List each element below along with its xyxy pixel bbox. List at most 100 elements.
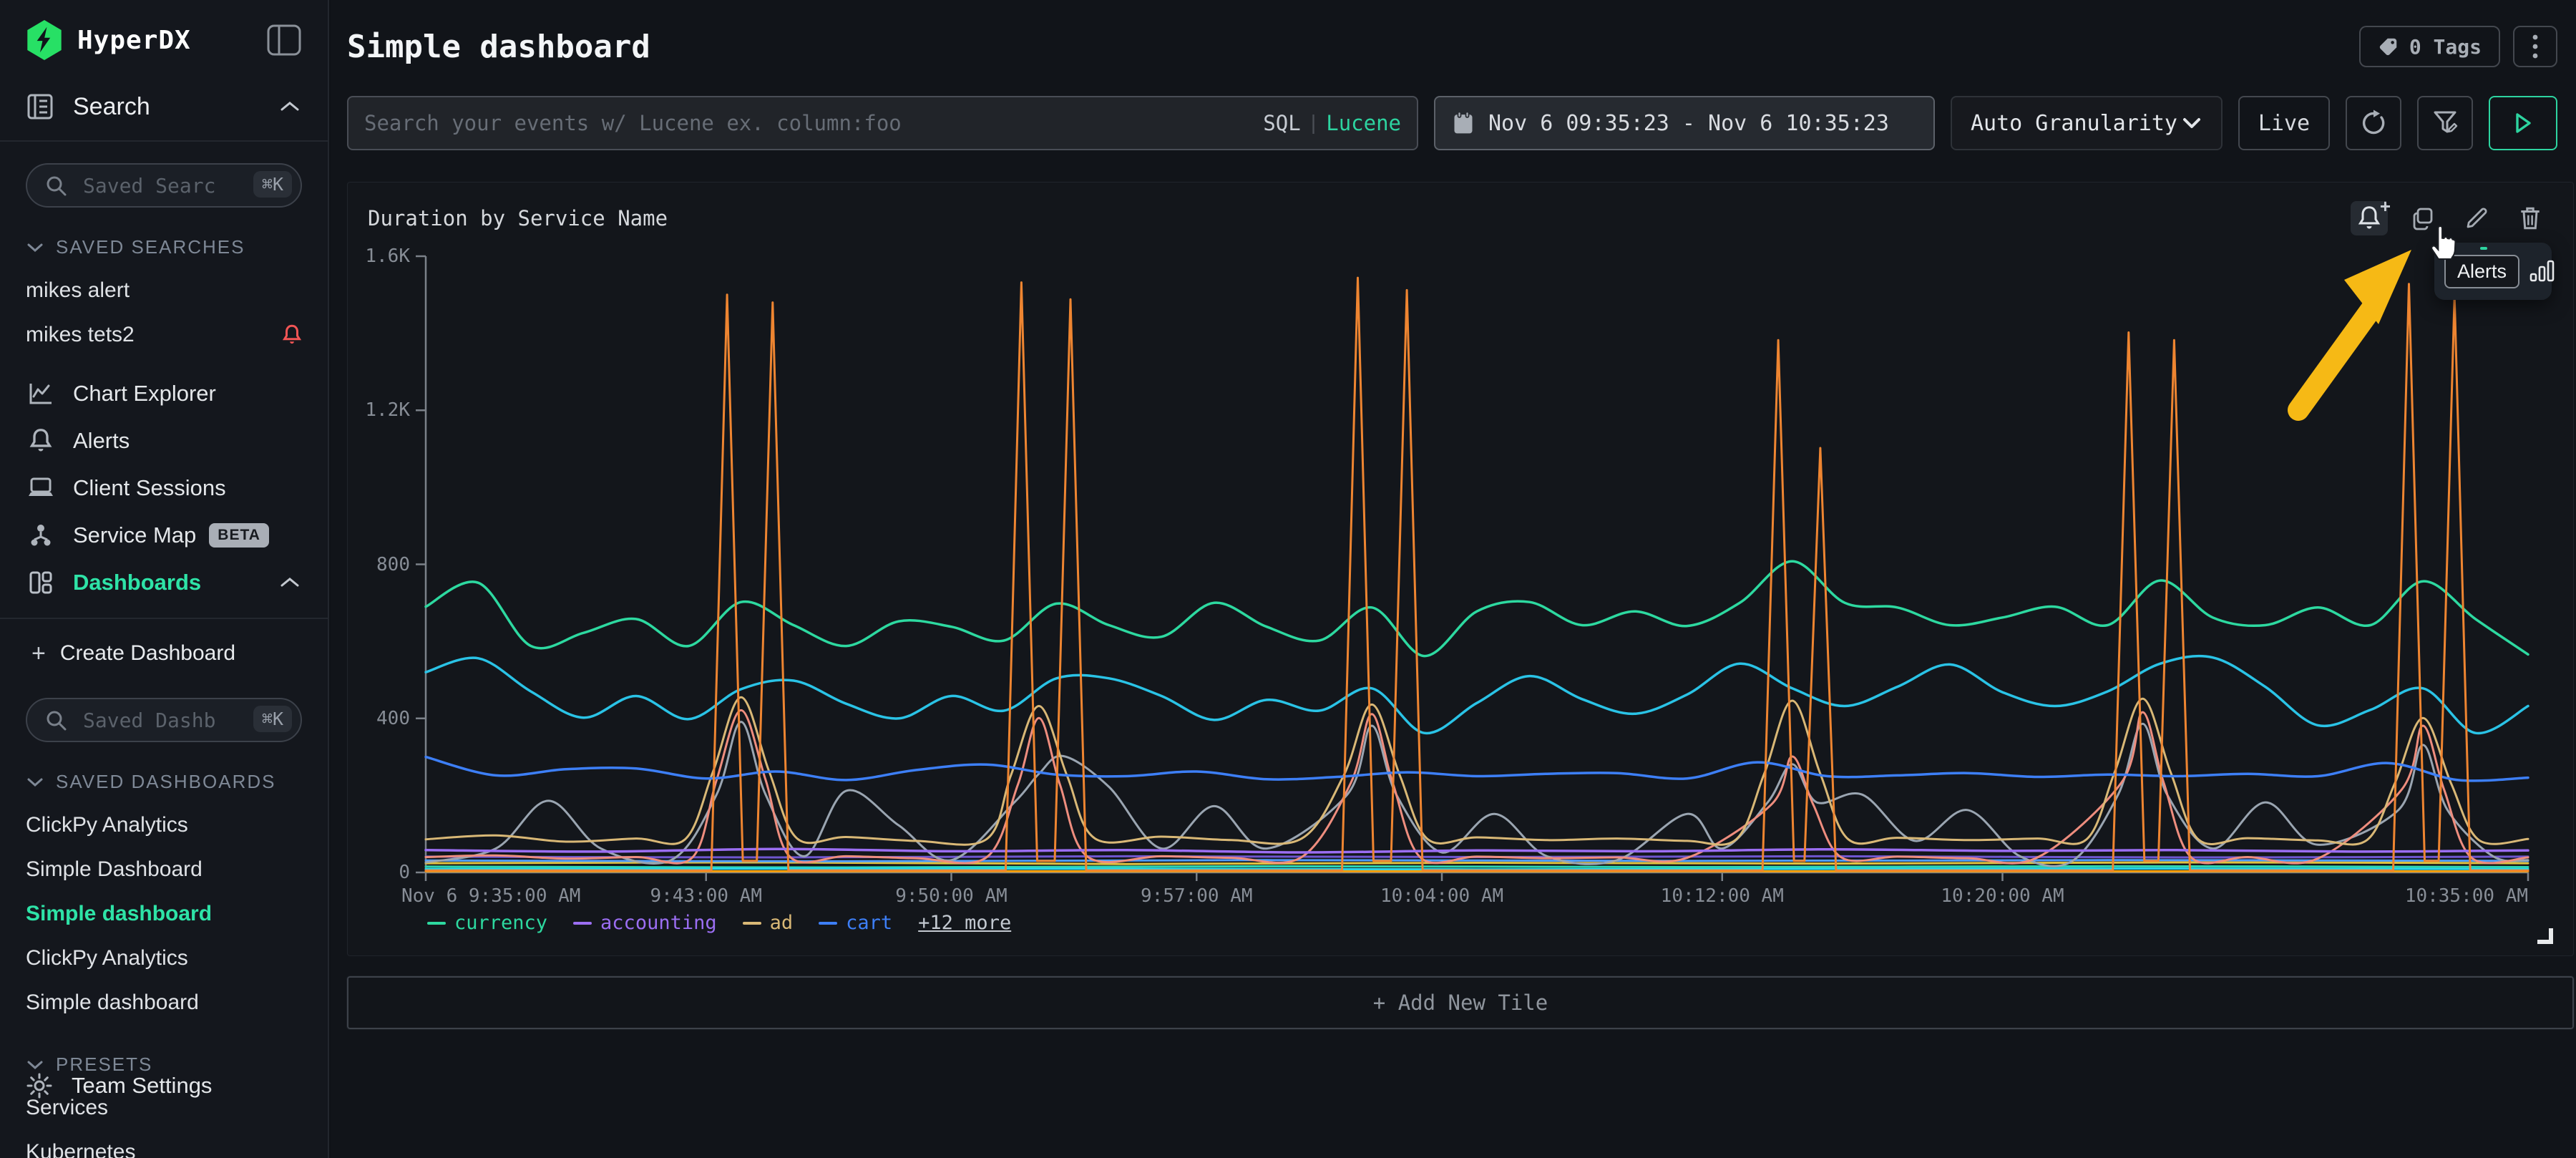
search-icon	[44, 174, 69, 198]
bell-plus-icon	[2358, 206, 2381, 229]
sidebar: HyperDX Search ⌘K SAVED SEARCHES mikes a…	[0, 0, 329, 1158]
x-axis-tick-label: 10:04:00 AM	[1380, 885, 1504, 907]
y-axis-tick-label: 400	[376, 707, 410, 729]
list-item-dashboard[interactable]: ClickPy Analytics	[26, 813, 188, 837]
tile-resize-handle[interactable]	[2537, 928, 2553, 944]
dashboards-grid-icon	[26, 570, 56, 595]
legend-label: accounting	[600, 912, 717, 934]
refresh-icon	[2360, 110, 2387, 137]
x-axis-tick-label: 10:20:00 AM	[1941, 885, 2064, 907]
legend-item[interactable]: ad	[742, 912, 794, 934]
x-axis-tick-label: 9:50:00 AM	[895, 885, 1008, 907]
legend-label: ad	[769, 912, 794, 934]
sidebar-item-chart-explorer[interactable]: Chart Explorer	[0, 370, 328, 417]
calendar-icon	[1453, 111, 1474, 135]
x-axis-tick-label: 9:57:00 AM	[1140, 885, 1253, 907]
tag-icon	[2378, 36, 2399, 57]
sidebar-item-client-sessions[interactable]: Client Sessions	[0, 464, 328, 512]
run-query-button[interactable]	[2489, 96, 2557, 150]
legend-swatch	[819, 921, 838, 925]
list-item-preset[interactable]: Kubernetes	[26, 1140, 136, 1158]
saved-dashboards-section[interactable]: SAVED DASHBOARDS	[0, 771, 328, 793]
y-axis-tick-label: 1.2K	[365, 399, 410, 422]
filter-button[interactable]	[2417, 96, 2473, 150]
sidebar-item-alerts[interactable]: Alerts	[0, 417, 328, 464]
tile-edit-button[interactable]	[2458, 201, 2495, 235]
presets-section[interactable]: PRESETS	[0, 1054, 328, 1076]
shortcut-badge: ⌘K	[253, 171, 292, 198]
legend-swatch	[573, 921, 592, 925]
play-icon	[2513, 112, 2533, 135]
list-item-saved-search[interactable]: mikes tets2	[0, 313, 328, 357]
sidebar-collapse-icon[interactable]	[266, 24, 302, 57]
tags-button[interactable]: 0 Tags	[2358, 26, 2500, 67]
event-search-input[interactable]	[364, 111, 1264, 135]
create-dashboard-button[interactable]: + Create Dashboard	[31, 639, 236, 667]
x-axis-tick-label: 10:12:00 AM	[1660, 885, 1784, 907]
x-axis-tick-label: Nov 6 9:35:00 AM	[401, 885, 581, 907]
shortcut-badge: ⌘K	[253, 706, 292, 732]
chevron-up-icon[interactable]	[278, 99, 302, 114]
list-item-dashboard-active[interactable]: Simple dashboard	[26, 902, 213, 925]
x-axis-tick-label: 10:35:00 AM	[2404, 885, 2528, 907]
chart-line-icon	[26, 381, 56, 407]
sidebar-item-dashboards[interactable]: Dashboards	[0, 559, 328, 606]
lucene-toggle[interactable]: Lucene	[1326, 111, 1401, 135]
copy-icon	[2413, 208, 2433, 230]
tile-delete-button[interactable]	[2512, 201, 2549, 235]
add-new-tile-button[interactable]: + Add New Tile	[346, 975, 2575, 1030]
sql-toggle[interactable]: SQL	[1263, 111, 1301, 135]
brand-name: HyperDX	[77, 25, 191, 55]
legend-more-link[interactable]: +12 more	[918, 912, 1012, 934]
legend-label: cart	[846, 912, 893, 934]
sidebar-search-label: Search	[73, 92, 150, 120]
team-settings-button[interactable]: Team Settings	[0, 1072, 328, 1099]
search-doc-icon	[26, 92, 54, 121]
alerts-tooltip-label: Alerts	[2444, 254, 2520, 288]
plus-icon: +	[2379, 195, 2391, 217]
tile-duplicate-button[interactable]	[2404, 201, 2441, 235]
divider	[0, 618, 328, 619]
pencil-icon	[2467, 208, 2487, 228]
sidebar-item-service-map[interactable]: Service Map BETA	[0, 512, 328, 559]
legend-item[interactable]: accounting	[573, 912, 717, 934]
beta-badge: BETA	[209, 523, 269, 548]
list-item-preset[interactable]: Services	[26, 1096, 109, 1119]
legend-item[interactable]: cart	[819, 912, 892, 934]
chevron-down-icon	[27, 243, 43, 252]
chevron-down-icon	[27, 1061, 43, 1069]
y-axis-tick-label: 1.6K	[365, 245, 410, 267]
legend-item[interactable]: currency	[427, 912, 547, 934]
x-axis-tick-label: 9:43:00 AM	[650, 885, 762, 907]
tile-title: Duration by Service Name	[368, 206, 668, 230]
kebab-icon	[2532, 34, 2538, 59]
live-button[interactable]: Live	[2238, 96, 2330, 150]
sidebar-item-search[interactable]: Search	[0, 80, 328, 133]
alert-bell-icon	[282, 324, 302, 346]
chevron-up-icon[interactable]	[278, 575, 302, 590]
list-item-dashboard[interactable]: ClickPy Analytics	[26, 946, 188, 970]
legend-swatch	[427, 921, 446, 925]
list-item-dashboard[interactable]: Simple dashboard	[26, 991, 199, 1014]
date-range-picker[interactable]: Nov 6 09:35:23 - Nov 6 10:35:23	[1434, 96, 1935, 150]
dashboard-tile: Duration by Service Name + currency a	[347, 182, 2574, 956]
alerts-tooltip-popover: Alerts	[2434, 243, 2555, 300]
saved-searches-section[interactable]: SAVED SEARCHES	[0, 236, 328, 258]
gear-icon	[26, 1072, 53, 1099]
y-axis-tick-label: 0	[399, 862, 410, 883]
refresh-button[interactable]	[2346, 96, 2401, 150]
page-title: Simple dashboard	[347, 28, 650, 65]
kebab-menu-button[interactable]	[2513, 26, 2557, 67]
filter-funnel-icon	[2432, 110, 2458, 137]
list-item-saved-search[interactable]: mikes alert	[26, 278, 130, 302]
laptop-icon	[26, 476, 56, 500]
duration-chart[interactable]: currency accounting ad cart +12 more 0 400 800…	[365, 245, 2529, 934]
tile-alert-button[interactable]: +	[2351, 195, 2391, 235]
bar-chart-icon[interactable]	[2528, 258, 2557, 284]
trash-icon	[2521, 207, 2540, 230]
granularity-select[interactable]: Auto Granularity	[1951, 96, 2223, 150]
list-item-dashboard[interactable]: Simple Dashboard	[26, 857, 203, 881]
service-map-icon	[26, 522, 56, 548]
chevron-down-icon	[2181, 116, 2202, 130]
chart-legend: currency accounting ad cart +12 more	[427, 912, 1011, 934]
